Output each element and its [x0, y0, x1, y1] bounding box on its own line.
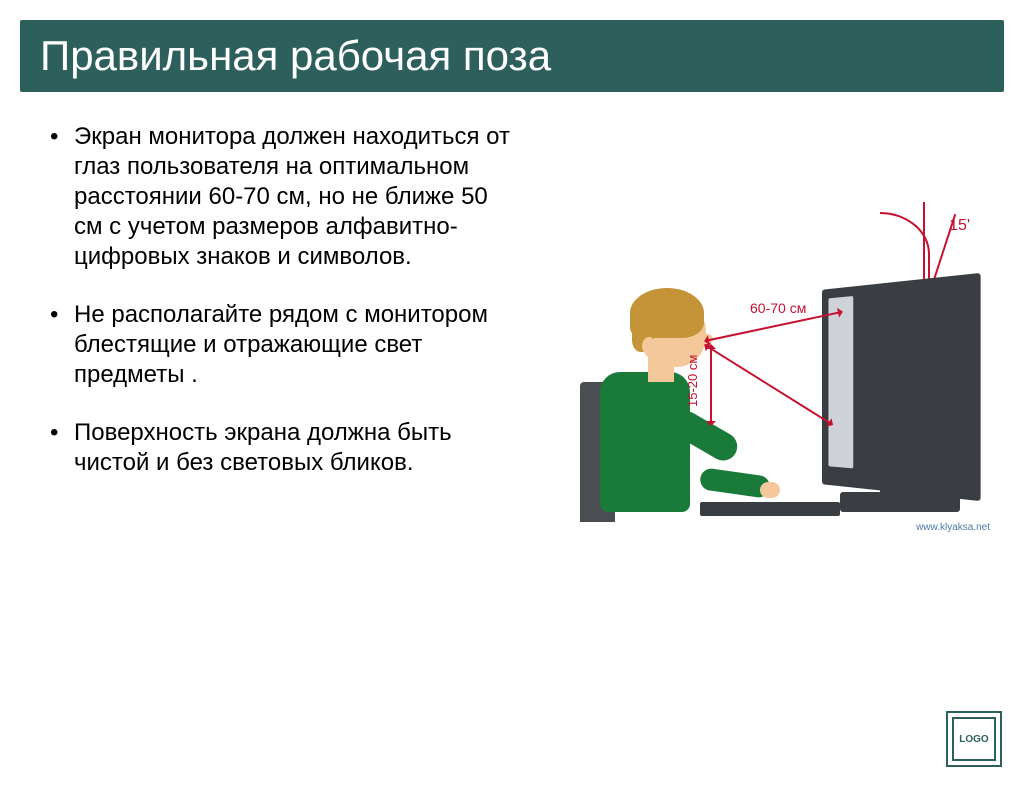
angle-label: 15' [949, 217, 970, 235]
person-ear [642, 337, 656, 355]
keyboard-icon [700, 502, 840, 516]
text-column: Экран монитора должен находиться от глаз… [50, 122, 520, 542]
monitor-screen [828, 296, 853, 468]
bullet-item: Экран монитора должен находиться от глаз… [50, 122, 520, 272]
monitor-base [840, 492, 960, 512]
bullet-item: Поверхность экрана должна быть чистой и … [50, 418, 520, 478]
slide-title: Правильная рабочая поза [40, 32, 984, 80]
bullet-item: Не располагайте рядом с монитором блестя… [50, 300, 520, 390]
slide-content: Экран монитора должен находиться от глаз… [0, 92, 1024, 542]
vertical-offset-label: 15-20 см [685, 355, 700, 407]
person-torso [600, 372, 690, 512]
eye-distance-label: 60-70 см [750, 300, 806, 316]
diagram-column: 15' 60-70 см 15-20 см www.klyaksa.ne [520, 122, 1004, 542]
person-hand [760, 482, 780, 498]
slide-header: Правильная рабочая поза [20, 20, 1004, 92]
logo-text: LOGO [952, 717, 996, 761]
watermark-text: www.klyaksa.net [916, 522, 990, 533]
vertical-offset-line [710, 345, 712, 425]
posture-diagram: 15' 60-70 см 15-20 см www.klyaksa.ne [570, 182, 990, 542]
bullet-list: Экран монитора должен находиться от глаз… [50, 122, 520, 478]
logo-badge: LOGO [946, 711, 1002, 767]
diagonal-distance-line [704, 344, 832, 425]
